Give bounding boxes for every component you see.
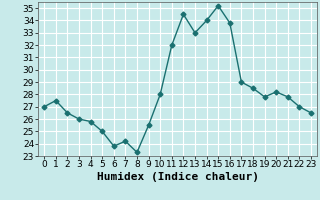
X-axis label: Humidex (Indice chaleur): Humidex (Indice chaleur) xyxy=(97,172,259,182)
